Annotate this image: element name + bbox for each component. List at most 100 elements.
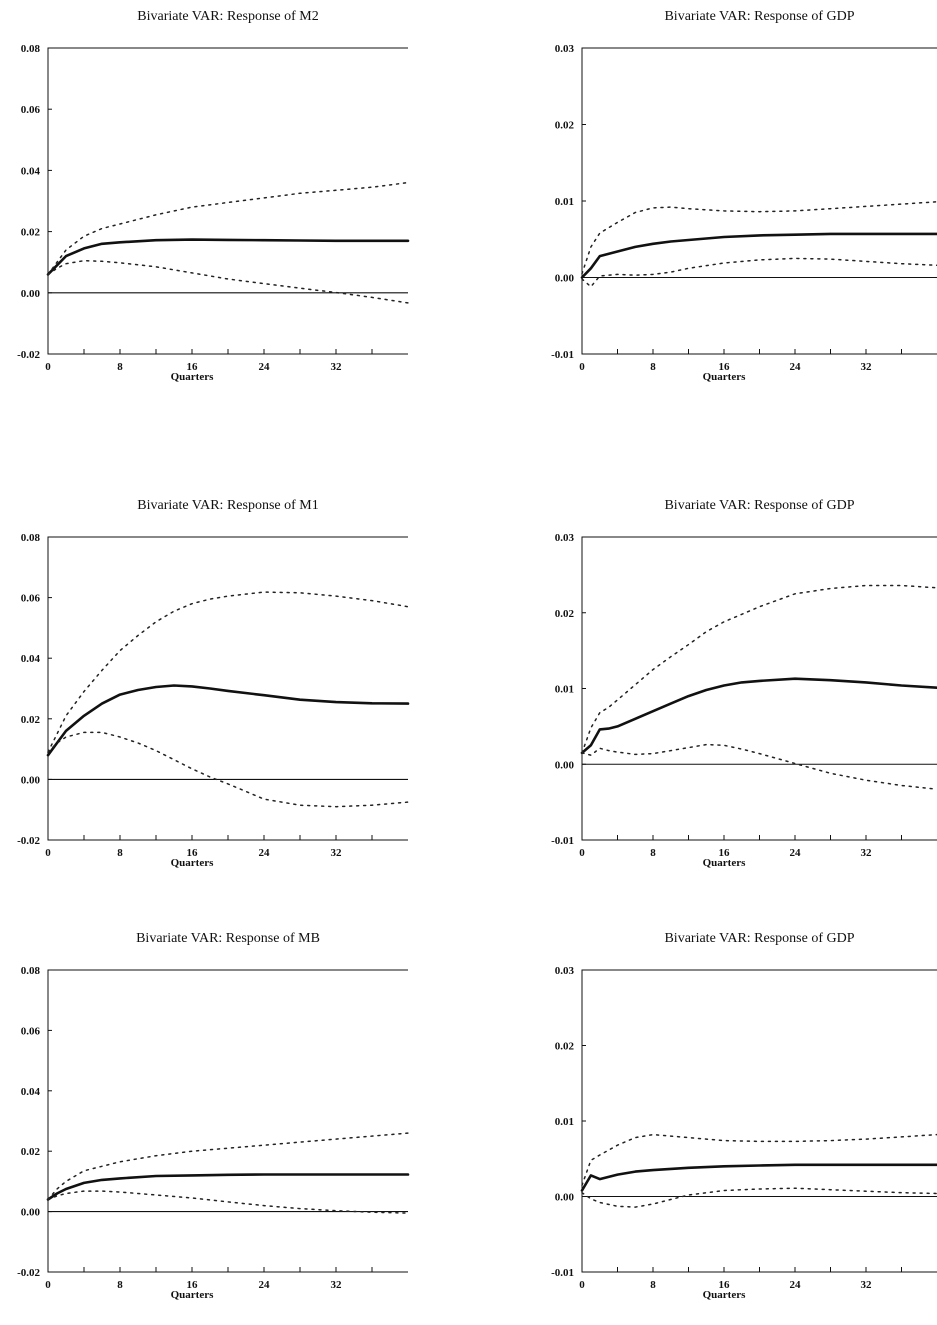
y-tick-label: 0.01 — [555, 196, 574, 208]
lower-band-line — [47, 259, 409, 304]
x-axis-label: Quarters — [171, 857, 214, 869]
x-axis-label: Quarters — [171, 1289, 214, 1301]
x-tick-label: 24 — [259, 361, 271, 373]
y-tick-label: 0.00 — [21, 288, 41, 300]
upper-band-line — [581, 1133, 937, 1186]
response-line — [580, 232, 937, 279]
y-tick-label: -0.01 — [551, 349, 574, 361]
y-tick-label: 0.01 — [555, 1116, 574, 1128]
upper-band-line — [47, 1132, 409, 1201]
chart-panel-1: Bivariate VAR: Response of M2 -0.02 0.00 0.… — [17, 9, 410, 383]
y-tick-label: -0.01 — [551, 1267, 574, 1279]
response-line — [580, 1163, 937, 1192]
y-tick-label: 0.03 — [555, 532, 575, 544]
y-tick-label: 0.06 — [21, 104, 41, 116]
y-tick-label: -0.02 — [17, 1267, 40, 1279]
x-tick-label: 16 — [187, 1279, 199, 1291]
y-tick-label: 0.00 — [21, 774, 41, 786]
y-tick-label: 0.04 — [21, 1086, 41, 1098]
x-tick-label: 8 — [650, 1279, 656, 1291]
x-tick-label: 0 — [45, 1279, 51, 1291]
chart-title: Bivariate VAR: Response of M1 — [137, 498, 318, 513]
x-tick-label: 0 — [579, 1279, 585, 1291]
plot-frame — [581, 47, 937, 355]
y-tick-label: 0.01 — [555, 684, 574, 696]
response-line — [46, 1173, 410, 1201]
y-tick-label: 0.00 — [555, 759, 575, 771]
y-tick-label: 0.08 — [21, 532, 41, 544]
x-tick-label: 8 — [650, 847, 656, 859]
y-tick-label: -0.01 — [551, 835, 574, 847]
lower-band-line — [47, 1190, 409, 1214]
y-tick-label: 0.00 — [555, 273, 575, 285]
upper-band-line — [47, 181, 409, 276]
upper-band-line — [581, 584, 937, 754]
plot-frame — [47, 47, 408, 355]
y-tick-label: 0.03 — [555, 965, 575, 977]
x-tick-label: 32 — [331, 1279, 343, 1291]
y-tick-label: 0.06 — [21, 1025, 41, 1037]
x-tick-label: 8 — [650, 361, 656, 373]
chart-title: Bivariate VAR: Response of GDP — [664, 931, 854, 946]
x-tick-label: 0 — [45, 361, 51, 373]
y-tick-label: 0.02 — [555, 608, 575, 620]
y-tick-label: 0.02 — [21, 714, 41, 726]
x-axis-label: Quarters — [703, 857, 746, 869]
chart-title: Bivariate VAR: Response of MB — [136, 931, 320, 946]
x-tick-label: 8 — [117, 361, 123, 373]
y-tick-label: 0.04 — [21, 653, 41, 665]
y-tick-label: 0.00 — [555, 1192, 575, 1204]
upper-band-line — [581, 201, 937, 275]
response-line — [46, 238, 410, 276]
chart-panel-2: Bivariate VAR: Response of GDP -0.01 0.00 0… — [551, 9, 937, 383]
response-line — [46, 684, 410, 757]
x-axis-label: Quarters — [171, 371, 214, 383]
x-tick-label: 16 — [187, 361, 199, 373]
chart-title: Bivariate VAR: Response of M2 — [137, 9, 318, 24]
y-tick-label: 0.04 — [21, 165, 41, 177]
y-tick-label: 0.06 — [21, 593, 41, 605]
x-tick-label: 8 — [117, 847, 123, 859]
y-tick-label: 0.02 — [21, 1146, 41, 1158]
x-tick-label: 8 — [117, 1279, 123, 1291]
y-tick-label: 0.03 — [555, 43, 575, 55]
x-tick-label: 24 — [259, 1279, 271, 1291]
y-tick-label: 0.08 — [21, 43, 41, 55]
lower-band-line — [581, 1187, 937, 1208]
x-tick-label: 16 — [187, 847, 199, 859]
x-tick-label: 0 — [45, 847, 51, 859]
x-tick-label: 32 — [331, 361, 343, 373]
chart-title: Bivariate VAR: Response of GDP — [664, 9, 854, 24]
chart-panel-3: Bivariate VAR: Response of M1 -0.02 0.00 0.… — [17, 498, 410, 869]
x-tick-label: 24 — [790, 1279, 802, 1291]
x-tick-label: 32 — [861, 1279, 873, 1291]
x-tick-label: 16 — [719, 361, 731, 373]
x-tick-label: 24 — [790, 847, 802, 859]
x-tick-label: 16 — [719, 847, 731, 859]
x-tick-label: 16 — [719, 1279, 731, 1291]
lower-band-line — [581, 257, 937, 288]
upper-band-line — [47, 591, 409, 753]
x-axis-label: Quarters — [703, 1289, 746, 1301]
chart-panel-4: Bivariate VAR: Response of GDP -0.01 0.00 0… — [551, 498, 937, 869]
x-tick-label: 24 — [790, 361, 802, 373]
lower-band-line — [581, 743, 937, 790]
x-axis-label: Quarters — [703, 371, 746, 383]
lower-band-line — [47, 731, 409, 808]
x-tick-label: 32 — [331, 847, 343, 859]
plot-frame — [581, 536, 937, 841]
x-tick-label: 24 — [259, 847, 271, 859]
x-tick-label: 32 — [861, 847, 873, 859]
chart-panel-5: Bivariate VAR: Response of MB -0.02 0.00 0.… — [17, 931, 410, 1301]
response-line — [580, 677, 937, 755]
plot-frame — [47, 536, 408, 841]
y-tick-label: 0.02 — [21, 227, 41, 239]
y-tick-label: 0.02 — [555, 1041, 575, 1053]
y-tick-label: -0.02 — [17, 835, 40, 847]
chart-panel-6: Bivariate VAR: Response of GDP -0.01 0.00 0… — [551, 931, 937, 1301]
x-tick-label: 0 — [579, 847, 585, 859]
y-tick-label: 0.08 — [21, 965, 41, 977]
chart-title: Bivariate VAR: Response of GDP — [664, 498, 854, 513]
plot-frame — [581, 969, 937, 1273]
